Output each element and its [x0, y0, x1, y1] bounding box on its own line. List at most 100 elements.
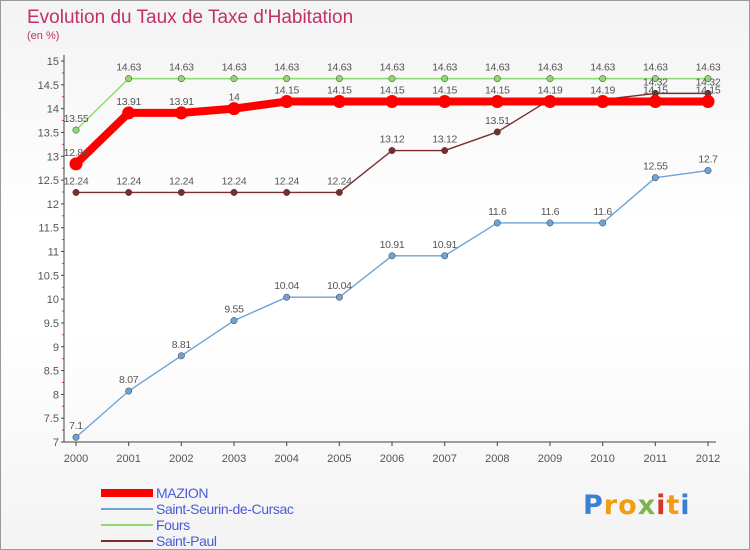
data-label: 13.12 [380, 134, 405, 146]
data-label: 12.24 [222, 175, 247, 187]
data-label: 10.91 [380, 239, 405, 251]
data-point [651, 75, 659, 83]
y-axis-ticks: 7 7.5 8 8.5 9 9.5 10 10.5 11 11.5 12 12.5 13 13.5 14 14… [38, 56, 64, 449]
legend-label: Saint-Seurin-de-Cursac [156, 501, 294, 517]
data-label: 10.91 [432, 239, 457, 251]
data-label: 8.81 [172, 339, 192, 351]
data-label: 13.12 [432, 134, 457, 146]
data-label: 14.63 [169, 62, 194, 74]
data-label: 14.32 [696, 76, 721, 88]
data-point [493, 219, 501, 227]
data-point [332, 94, 346, 108]
x-tick-label: 2002 [169, 453, 193, 465]
x-tick-label: 2011 [644, 453, 668, 465]
data-point [125, 387, 133, 395]
data-label: 14.15 [485, 84, 510, 96]
logo-letter: i [680, 490, 691, 521]
y-tick-label: 11 [48, 247, 59, 259]
data-label: 11.6 [593, 206, 612, 218]
logo-letter: i [656, 490, 667, 521]
y-tick-label: 8 [53, 389, 59, 401]
data-point [283, 293, 291, 301]
data-point [546, 219, 554, 227]
data-point [335, 75, 343, 83]
legend-swatch [101, 508, 153, 510]
y-tick-label: 12 [47, 199, 59, 211]
y-tick-label: 11.5 [38, 223, 59, 235]
legend-label: Fours [156, 517, 190, 533]
series-line-1 [75, 169, 709, 438]
data-point [230, 75, 238, 83]
data-label: 12.7 [698, 154, 718, 166]
x-tick-label: 2012 [696, 453, 720, 465]
data-point [388, 252, 396, 260]
data-label: 14.63 [327, 62, 352, 74]
data-point [335, 293, 343, 301]
legend: MAZION Saint-Seurin-de-Cursac Fours Saint-P… [101, 485, 401, 549]
data-label: 12.24 [169, 175, 194, 187]
x-tick-label: 2006 [380, 453, 404, 465]
data-label: 14.63 [485, 62, 510, 74]
data-label: 14.15 [432, 84, 457, 96]
data-label: 12.84 [64, 147, 89, 159]
x-tick-label: 2000 [64, 453, 88, 465]
data-label: 9.55 [224, 304, 244, 316]
data-label: 14.19 [538, 84, 563, 96]
data-point [441, 252, 449, 260]
data-label: 14.63 [696, 62, 721, 74]
data-label: 13.91 [116, 96, 141, 108]
data-point [441, 147, 449, 154]
data-point [599, 75, 607, 83]
x-tick-label: 2008 [485, 453, 509, 465]
data-label: 14.63 [590, 62, 615, 74]
data-label: 14.63 [643, 62, 668, 74]
legend-label: MAZION [156, 485, 209, 501]
y-tick-label: 15 [47, 56, 59, 68]
y-tick-label: 9.5 [44, 318, 59, 330]
data-label: 14.63 [116, 62, 141, 74]
y-tick-label: 7.5 [44, 413, 59, 425]
data-label: 14.63 [274, 62, 299, 74]
data-point [230, 188, 238, 196]
y-tick-label: 7 [53, 437, 59, 449]
data-label: 8.07 [119, 374, 139, 386]
legend-item: Saint-Seurin-de-Cursac [101, 501, 401, 517]
data-label: 14.32 [643, 76, 668, 88]
legend-swatch [101, 540, 153, 542]
data-point [177, 352, 185, 360]
y-tick-label: 10 [47, 294, 59, 306]
data-label: 13.91 [169, 96, 194, 108]
x-tick-label: 2009 [538, 453, 562, 465]
data-label: 14.15 [327, 84, 352, 96]
data-point [543, 94, 557, 108]
y-tick-label: 8.5 [44, 366, 59, 378]
data-point [490, 94, 504, 108]
y-tick-label: 13.5 [38, 127, 59, 139]
logo-letter: x [637, 490, 657, 521]
data-point [493, 128, 501, 136]
y-tick-label: 14 [47, 104, 59, 116]
data-label: 13.55 [64, 113, 89, 125]
data-point [596, 94, 610, 108]
x-tick-label: 2010 [590, 453, 614, 465]
data-point [280, 94, 294, 108]
legend-item: Saint-Paul [101, 533, 401, 549]
data-point [177, 188, 185, 196]
data-point [230, 317, 238, 325]
y-tick-label: 13 [47, 151, 59, 163]
data-label: 13.51 [485, 115, 510, 127]
data-point [704, 167, 712, 174]
data-label: 12.24 [116, 175, 141, 187]
data-point [72, 433, 80, 441]
legend-item: MAZION [101, 485, 401, 501]
x-tick-label: 2004 [274, 453, 298, 465]
data-point [72, 188, 80, 196]
data-label: 14.15 [380, 84, 405, 96]
data-label: 14.63 [432, 62, 457, 74]
data-point [388, 147, 396, 154]
data-label: 12.24 [327, 175, 352, 187]
logo-letter: P [583, 490, 604, 521]
data-point [438, 94, 452, 108]
data-label: 10.04 [327, 280, 352, 292]
legend-label: Saint-Paul [156, 533, 217, 549]
